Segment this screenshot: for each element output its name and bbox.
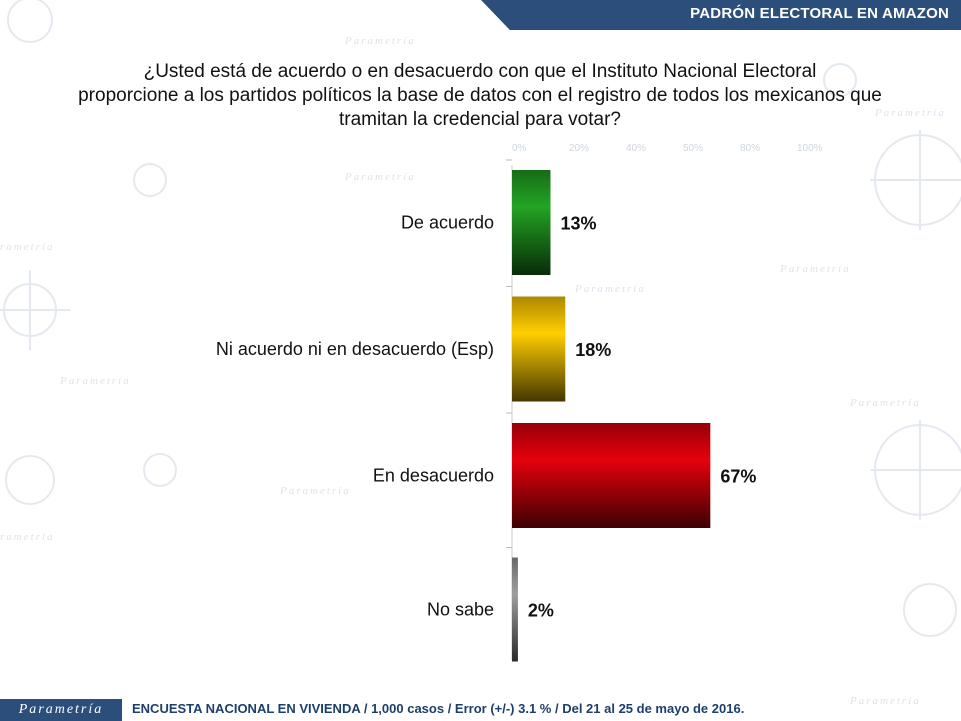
question-text: ¿Usted está de acuerdo o en desacuerdo c… [40,60,920,132]
category-label: En desacuerdo [373,466,494,486]
x-tick-label: 0% [512,143,527,154]
x-tick-label: 40% [626,143,646,154]
category-label: Ni acuerdo ni en desacuerdo (Esp) [216,339,494,359]
x-tick-label: 20% [569,143,589,154]
x-tick-label: 100% [797,143,823,154]
header-title: PADRÓN ELECTORAL EN AMAZON [690,5,949,22]
header-banner: PADRÓN ELECTORAL EN AMAZON [481,0,961,30]
parametria-logo: Parametría [0,699,122,721]
category-label: No sabe [427,600,494,620]
value-label: 18% [575,340,611,360]
bar [512,170,551,275]
value-label: 67% [720,467,756,487]
question-line-2: proporcione a los partidos políticos la … [78,85,882,106]
x-tick-label: 80% [740,143,760,154]
x-tick-label: 50% [683,143,703,154]
bar [512,423,711,528]
value-label: 13% [560,214,596,234]
survey-footnote: ENCUESTA NACIONAL EN VIVIENDA / 1,000 ca… [132,701,745,716]
bar [512,296,566,402]
value-label: 2% [528,601,554,621]
category-label: De acuerdo [401,213,494,233]
bar [512,557,518,662]
question-line-1: ¿Usted está de acuerdo o en desacuerdo c… [143,61,817,82]
question-line-3: tramitan la credencial para votar? [339,109,621,130]
